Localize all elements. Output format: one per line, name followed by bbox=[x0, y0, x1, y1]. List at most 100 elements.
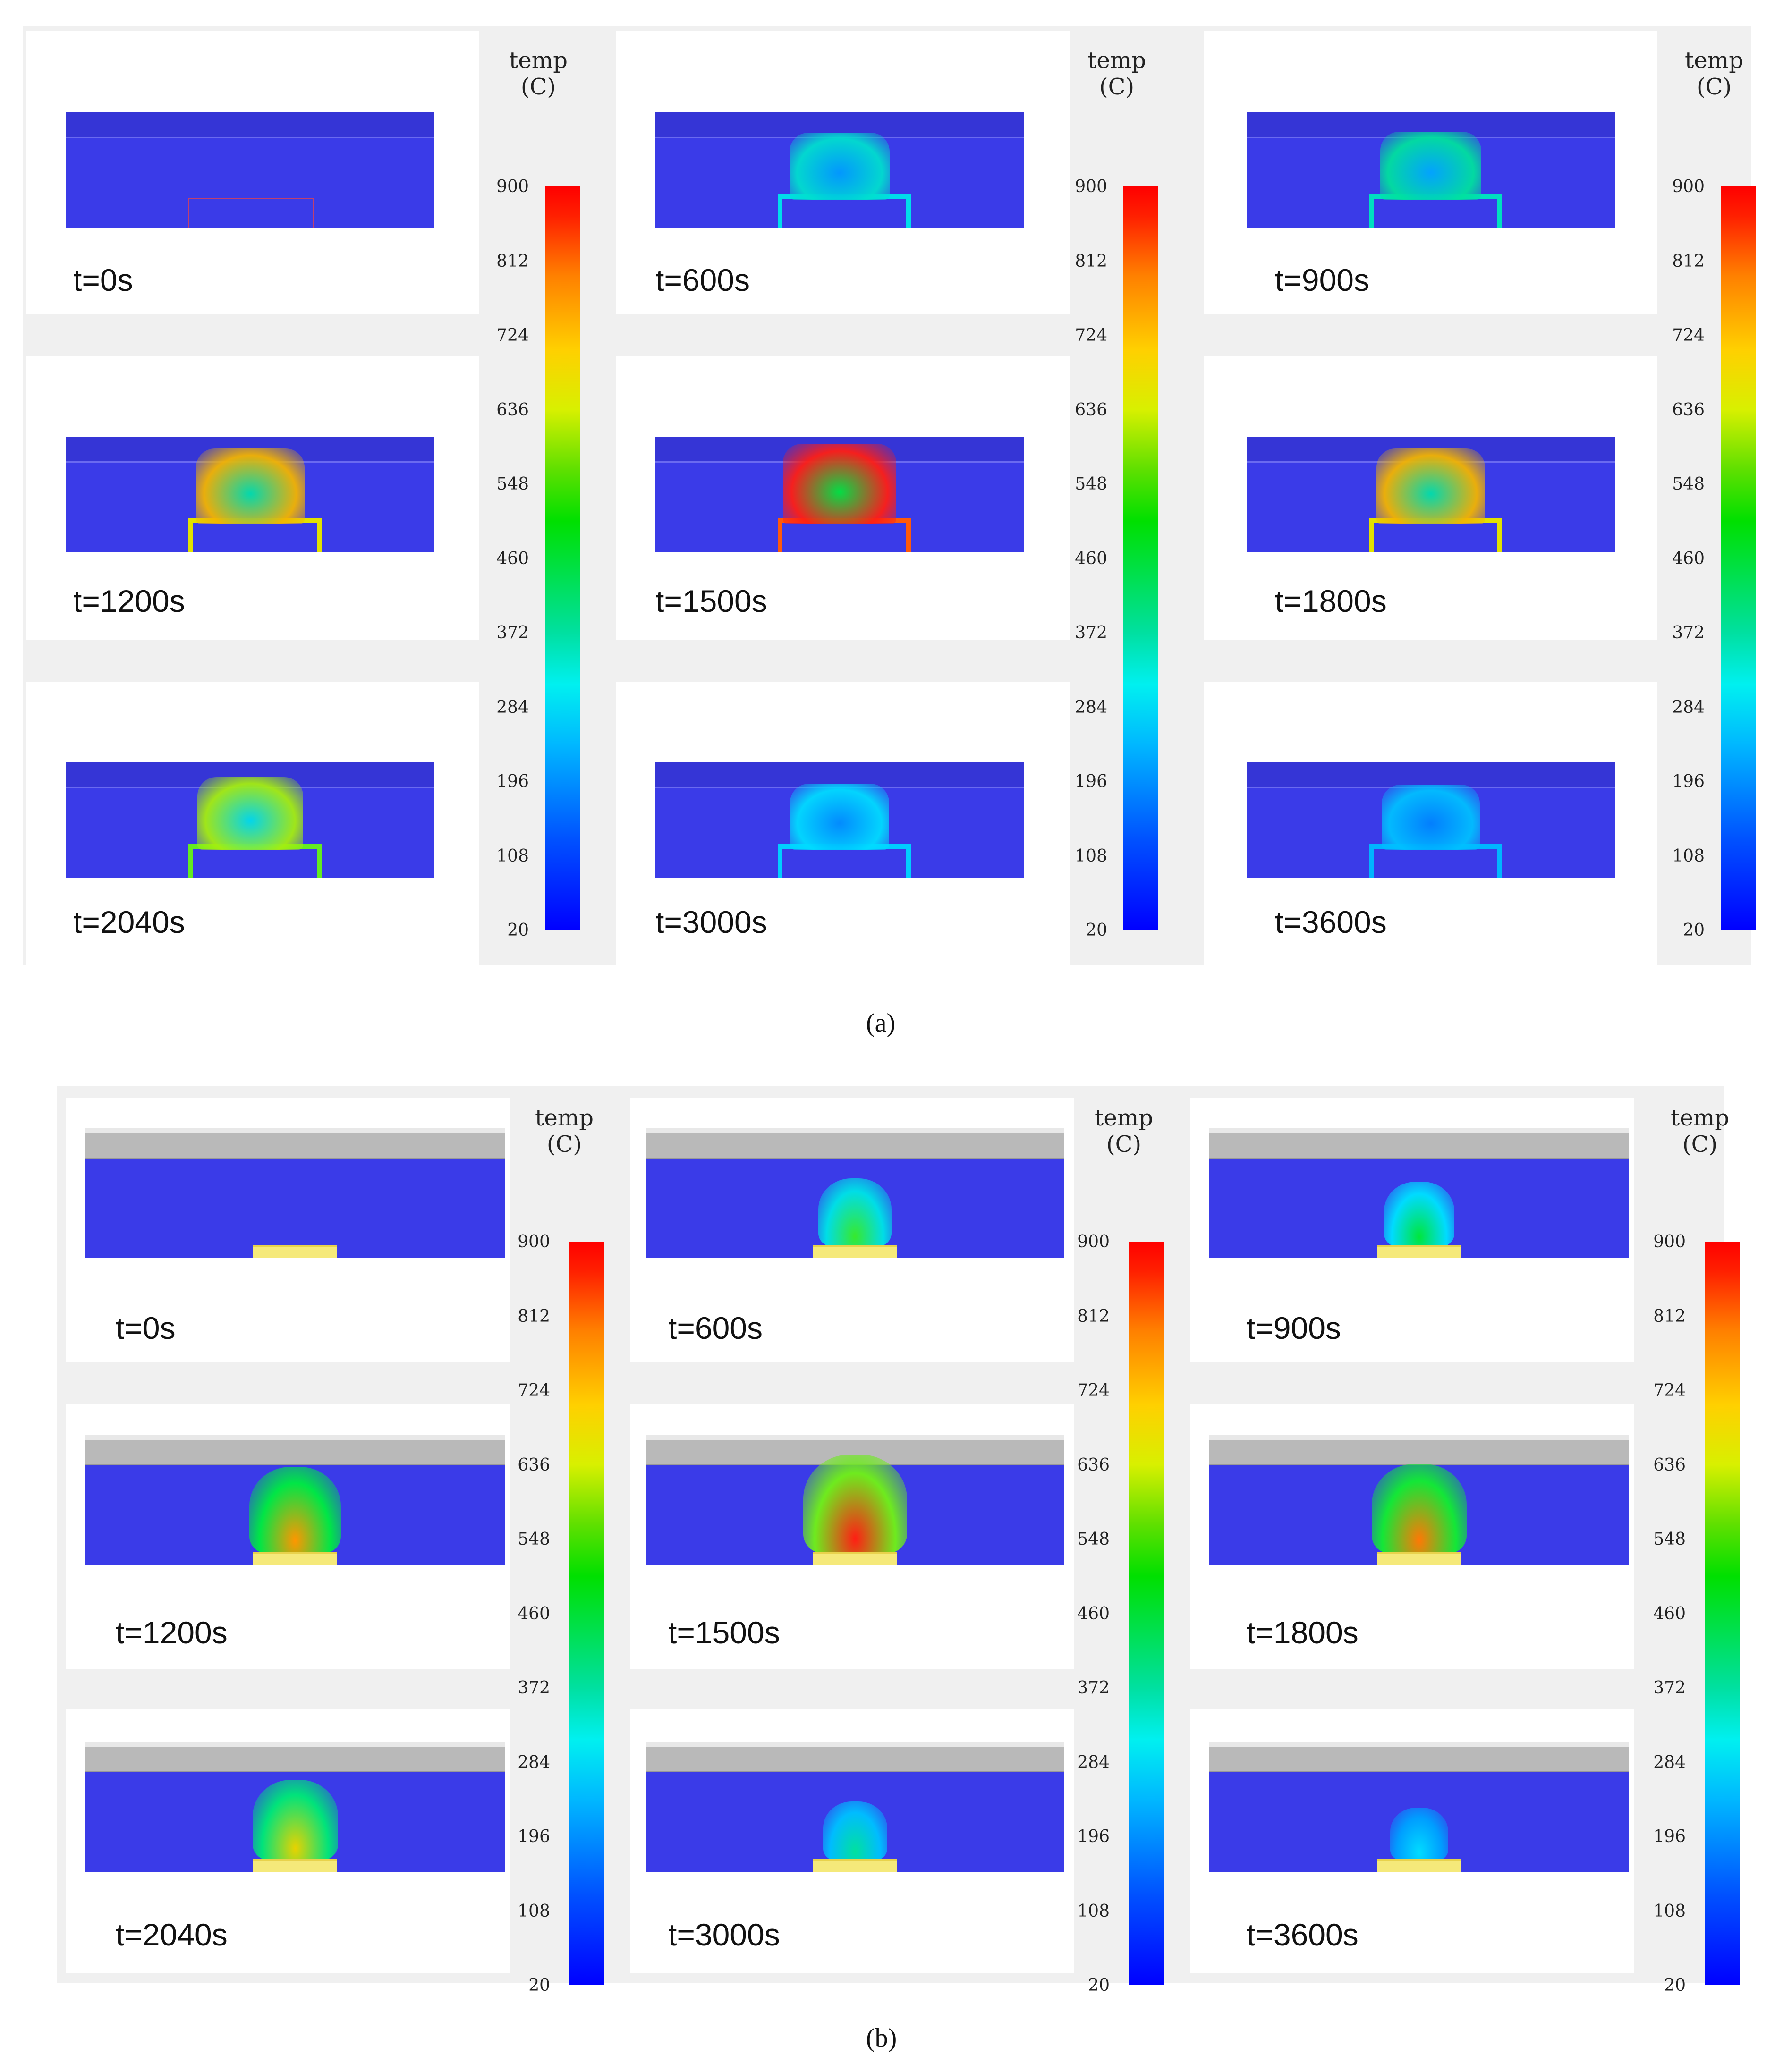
colorbar-tick-label: 460 bbox=[496, 549, 529, 568]
fire-compartment bbox=[188, 198, 314, 228]
colorbar-tick-label: 108 bbox=[518, 1902, 550, 1921]
ceiling-plate bbox=[85, 1742, 505, 1772]
colorbar-tick-label: 724 bbox=[1653, 1381, 1686, 1400]
colorbar-tick-label: 724 bbox=[1075, 326, 1107, 345]
colorbar bbox=[569, 1242, 604, 1985]
time-label: t=0s bbox=[116, 1311, 176, 1345]
heat-plume bbox=[249, 1467, 341, 1554]
colorbar-tick-label: 20 bbox=[1683, 921, 1705, 940]
temperature-field bbox=[1247, 437, 1615, 552]
caption-a: (a) bbox=[866, 1008, 896, 1038]
time-label: t=3600s bbox=[1275, 905, 1387, 939]
fire-source bbox=[253, 1552, 337, 1565]
colorbar-tick-label: 460 bbox=[1077, 1604, 1110, 1624]
heat-plume bbox=[790, 784, 889, 850]
colorbar-tick-label: 900 bbox=[518, 1232, 550, 1252]
colorbar-tick-label: 20 bbox=[1086, 921, 1107, 940]
colorbar-title-quantity: temp bbox=[535, 1105, 594, 1131]
temperature-field bbox=[646, 1435, 1064, 1565]
heat-plume bbox=[818, 1178, 892, 1247]
colorbar-title-unit: (C) bbox=[1682, 1131, 1718, 1158]
colorbar-tick-label: 108 bbox=[1077, 1902, 1110, 1921]
heat-plume bbox=[1390, 1807, 1448, 1861]
ceiling-plate bbox=[1209, 1742, 1629, 1772]
temperature-field bbox=[1247, 112, 1615, 228]
colorbar-tick-label: 284 bbox=[1077, 1753, 1110, 1772]
colorbar-tick-label: 196 bbox=[1653, 1827, 1686, 1846]
colorbar-tick-label: 724 bbox=[518, 1381, 550, 1400]
temperature-field bbox=[1209, 1128, 1629, 1258]
ceiling-plate bbox=[1209, 1435, 1629, 1465]
heat-plume bbox=[253, 1780, 338, 1861]
time-label: t=600s bbox=[668, 1311, 763, 1345]
fire-source bbox=[813, 1552, 897, 1565]
colorbar-tick-label: 460 bbox=[1075, 549, 1107, 568]
colorbar-tick-label: 812 bbox=[1672, 252, 1705, 271]
heat-plume bbox=[1376, 448, 1485, 524]
colorbar-tick-label: 196 bbox=[1077, 1827, 1110, 1846]
temperature-field bbox=[85, 1742, 505, 1872]
colorbar-tick-label: 724 bbox=[496, 326, 529, 345]
colorbar-tick-label: 20 bbox=[528, 1976, 550, 1995]
colorbar-tick-label: 196 bbox=[1672, 772, 1705, 791]
colorbar-tick-label: 20 bbox=[1664, 1976, 1686, 1995]
ceiling-plate bbox=[85, 1435, 505, 1465]
heat-plume bbox=[1382, 785, 1480, 850]
colorbar-tick-label: 812 bbox=[1653, 1307, 1686, 1326]
colorbar-title: temp (C) bbox=[491, 47, 586, 100]
ceiling-plate bbox=[85, 1128, 505, 1159]
colorbar-title: temp (C) bbox=[1653, 1105, 1747, 1158]
colorbar bbox=[1705, 1242, 1740, 1985]
colorbar-tick-label: 284 bbox=[1653, 1753, 1686, 1772]
colorbar bbox=[1123, 186, 1158, 930]
colorbar-tick-label: 900 bbox=[1653, 1232, 1686, 1252]
time-label: t=900s bbox=[1247, 1311, 1341, 1345]
colorbar-tick-label: 108 bbox=[496, 846, 529, 866]
heat-plume bbox=[823, 1801, 887, 1861]
colorbar-title-unit: (C) bbox=[1106, 1131, 1142, 1158]
ceiling-plate bbox=[1209, 1128, 1629, 1159]
colorbar-tick-label: 900 bbox=[496, 177, 529, 196]
colorbar-tick-label: 460 bbox=[1672, 549, 1705, 568]
colorbar-tick-label: 636 bbox=[1672, 400, 1705, 420]
colorbar-tick-label: 460 bbox=[518, 1604, 550, 1624]
temperature-field bbox=[655, 762, 1024, 878]
temperature-field bbox=[655, 112, 1024, 228]
colorbar-title: temp (C) bbox=[1077, 1105, 1171, 1158]
colorbar-title: temp (C) bbox=[517, 1105, 611, 1158]
fire-source bbox=[253, 1859, 337, 1872]
colorbar-tick-label: 372 bbox=[1075, 623, 1107, 643]
colorbar-title-unit: (C) bbox=[1099, 74, 1135, 100]
colorbar-tick-label: 284 bbox=[496, 698, 529, 717]
time-label: t=1200s bbox=[116, 1615, 228, 1650]
colorbar-tick-label: 284 bbox=[1075, 698, 1107, 717]
colorbar-tick-label: 900 bbox=[1075, 177, 1107, 196]
colorbar bbox=[1129, 1242, 1164, 1985]
colorbar-tick-label: 372 bbox=[1672, 623, 1705, 643]
temperature-field bbox=[85, 1128, 505, 1258]
colorbar-tick-label: 372 bbox=[1653, 1678, 1686, 1698]
colorbar bbox=[1721, 186, 1756, 930]
temperature-field bbox=[1209, 1435, 1629, 1565]
time-label: t=0s bbox=[73, 262, 133, 297]
colorbar-title: temp (C) bbox=[1667, 47, 1761, 100]
colorbar-title-unit: (C) bbox=[520, 74, 556, 100]
time-label: t=600s bbox=[655, 262, 750, 297]
heat-plume bbox=[790, 133, 890, 200]
colorbar-tick-label: 284 bbox=[1672, 698, 1705, 717]
colorbar-title: temp (C) bbox=[1070, 47, 1164, 100]
colorbar-tick-label: 812 bbox=[496, 252, 529, 271]
time-label: t=3000s bbox=[655, 905, 767, 939]
colorbar-tick-label: 636 bbox=[1653, 1455, 1686, 1475]
temperature-field bbox=[655, 437, 1024, 552]
colorbar-tick-label: 900 bbox=[1672, 177, 1705, 196]
time-label: t=1800s bbox=[1275, 584, 1387, 618]
colorbar-title-quantity: temp bbox=[509, 47, 568, 74]
colorbar-tick-label: 108 bbox=[1653, 1902, 1686, 1921]
time-label: t=3000s bbox=[668, 1917, 780, 1952]
heat-plume bbox=[1384, 1181, 1454, 1247]
colorbar-title-unit: (C) bbox=[546, 1131, 582, 1158]
fire-source bbox=[813, 1245, 897, 1258]
colorbar bbox=[545, 186, 580, 930]
fire-source bbox=[1377, 1552, 1461, 1565]
